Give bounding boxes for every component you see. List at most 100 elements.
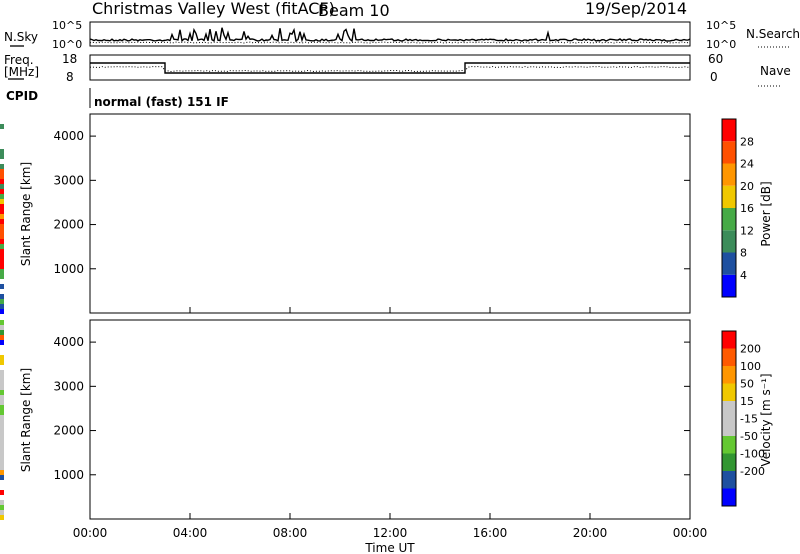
xtick-label: 08:00	[273, 526, 308, 540]
colorbar-segment	[722, 401, 736, 419]
heatmap-cell	[0, 174, 4, 179]
noise-panel: N.Sky 10^5 10^0 10^5 10^0 N.Search	[4, 19, 800, 51]
ytick-label: 3000	[53, 173, 84, 187]
heatmap-cell	[0, 204, 4, 209]
colorbar-tick: -15	[740, 413, 758, 426]
heatmap-cell	[0, 395, 4, 400]
heatmap-cell	[0, 154, 4, 159]
heatmap-cell	[0, 430, 4, 435]
nave-label: Nave	[760, 64, 791, 78]
colorbar-tick: 20	[740, 180, 754, 193]
noise-right-tick-top: 10^5	[706, 19, 736, 32]
noise-left-tick-top: 10^5	[52, 19, 82, 32]
velocity-heatmap	[0, 320, 4, 520]
colorbar-segment	[722, 471, 736, 489]
heatmap-cell	[0, 410, 4, 415]
cpid-value: normal (fast) 151 IF	[94, 95, 229, 109]
date-title: 19/Sep/2014	[585, 0, 687, 18]
colorbar-tick: 8	[740, 247, 747, 260]
colorbar-segment	[722, 366, 736, 384]
noise-search-label: N.Search	[746, 27, 800, 41]
heatmap-cell	[0, 435, 4, 440]
heatmap-cell	[0, 259, 4, 264]
heatmap-cell	[0, 269, 4, 274]
heatmap-cell	[0, 184, 4, 189]
freq-label: Freq.	[4, 53, 34, 67]
cpid-label: CPID	[6, 89, 38, 103]
heatmap-cell	[0, 294, 4, 299]
velocity-ylabel: Slant Range [km]	[19, 368, 33, 472]
colorbar-segment	[722, 119, 736, 142]
colorbar-tick: -100	[740, 448, 765, 461]
freq-panel: Freq. [MHz] 18 8 60 0 Nave	[4, 52, 791, 87]
heatmap-cell	[0, 249, 4, 254]
xtick-label: 04:00	[173, 526, 208, 540]
heatmap-cell	[0, 505, 4, 510]
colorbar-tick: 200	[740, 343, 761, 356]
xtick-label: 00:00	[73, 526, 108, 540]
heatmap-cell	[0, 475, 4, 480]
heatmap-cell	[0, 455, 4, 460]
heatmap-cell	[0, 445, 4, 450]
noise-sky-label: N.Sky	[4, 30, 38, 44]
power-panel: 1000 2000 3000 4000 Slant Range [km]	[0, 113, 691, 314]
heatmap-cell	[0, 224, 4, 229]
ytick-label: 2000	[53, 218, 84, 232]
heatmap-cell	[0, 355, 4, 360]
freq-unit-label: [MHz]	[4, 65, 39, 79]
colorbar-tick: 50	[740, 378, 754, 391]
heatmap-cell	[0, 199, 4, 204]
heatmap-cell	[0, 169, 4, 174]
ytick-label: 3000	[53, 379, 84, 393]
heatmap-cell	[0, 209, 4, 214]
colorbar-tick: -50	[740, 430, 758, 443]
heatmap-cell	[0, 179, 4, 184]
heatmap-cell	[0, 304, 4, 309]
heatmap-cell	[0, 274, 4, 279]
xtick-label: 12:00	[373, 526, 408, 540]
colorbar-segment	[722, 230, 736, 253]
heatmap-cell	[0, 360, 4, 365]
heatmap-cell	[0, 340, 4, 345]
colorbar-segment	[722, 331, 736, 349]
velocity-axis: 1000 2000 3000 4000	[53, 335, 690, 482]
heatmap-cell	[0, 415, 4, 420]
heatmap-cell	[0, 239, 4, 244]
ytick-label: 4000	[53, 335, 84, 349]
velocity-panel: 1000 2000 3000 4000 Slant Range [km]	[0, 319, 691, 520]
heatmap-cell	[0, 390, 4, 395]
colorbar-tick: 24	[740, 158, 754, 171]
heatmap-cell	[0, 194, 4, 199]
heatmap-cell	[0, 500, 4, 505]
power-colorbar-label: Power [dB]	[759, 181, 773, 246]
heatmap-cell	[0, 284, 4, 289]
heatmap-cell	[0, 425, 4, 430]
frequency-line	[90, 62, 690, 74]
velocity-colorbar: 200 100 50 15 -15 -50 -100 -200	[721, 330, 765, 507]
colorbar-segment	[722, 208, 736, 231]
colorbar-tick: 12	[740, 224, 754, 237]
beam-title: Beam 10	[318, 1, 390, 20]
power-axis: 1000 2000 3000 4000	[53, 129, 690, 276]
ytick-label: 1000	[53, 262, 84, 276]
colorbar-segment	[722, 436, 736, 454]
xtick-label: 16:00	[473, 526, 508, 540]
heatmap-cell	[0, 164, 4, 169]
power-colorbar: 4 8 12 16 20 24 28	[721, 118, 754, 298]
xtick-label: 20:00	[573, 526, 608, 540]
heatmap-cell	[0, 219, 4, 224]
heatmap-cell	[0, 440, 4, 445]
heatmap-cell	[0, 264, 4, 269]
ytick-label: 4000	[53, 129, 84, 143]
noise-search-line	[89, 41, 691, 44]
heatmap-cell	[0, 515, 4, 520]
colorbar-segment	[722, 488, 736, 506]
heatmap-cell	[0, 124, 4, 129]
xtick-label: 00:00	[673, 526, 708, 540]
nave-line	[89, 65, 691, 73]
heatmap-cell	[0, 420, 4, 425]
ytick-label: 2000	[53, 424, 84, 438]
heatmap-cell	[0, 450, 4, 455]
heatmap-cell	[0, 189, 4, 194]
